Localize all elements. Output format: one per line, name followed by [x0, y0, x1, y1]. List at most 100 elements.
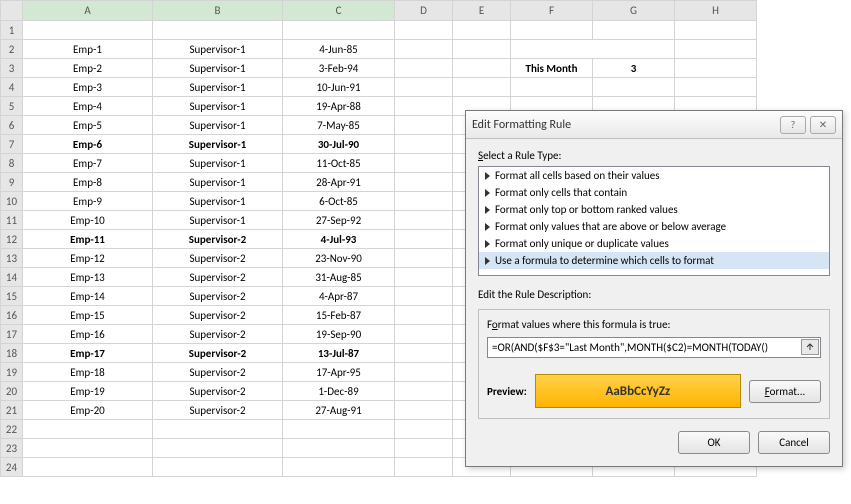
birthday-label-cell[interactable]: This Month	[511, 59, 593, 78]
row-header[interactable]: 11	[1, 211, 23, 230]
table-header-cell[interactable]: Supervisor Name	[153, 21, 283, 40]
cell[interactable]	[453, 40, 511, 59]
select-all-corner[interactable]	[1, 1, 23, 21]
row-header[interactable]: 13	[1, 249, 23, 268]
cell[interactable]: Emp-4	[23, 97, 153, 116]
cell[interactable]: Emp-13	[23, 268, 153, 287]
cell[interactable]	[395, 211, 453, 230]
cell[interactable]: Emp-9	[23, 192, 153, 211]
cell[interactable]: 4-Apr-87	[283, 287, 395, 306]
row-header[interactable]: 4	[1, 78, 23, 97]
cell[interactable]: 4-Jun-85	[283, 40, 395, 59]
row-header[interactable]: 19	[1, 363, 23, 382]
cell[interactable]	[395, 21, 453, 40]
cell[interactable]: Supervisor-2	[153, 249, 283, 268]
cell[interactable]: 31-Aug-85	[283, 268, 395, 287]
cell[interactable]	[395, 40, 453, 59]
cell[interactable]	[395, 78, 453, 97]
row-header[interactable]: 9	[1, 173, 23, 192]
cell[interactable]: Emp-5	[23, 116, 153, 135]
help-button[interactable]: ?	[780, 116, 806, 134]
row-header[interactable]: 23	[1, 439, 23, 458]
col-header-E[interactable]: E	[453, 1, 511, 21]
cell[interactable]	[453, 21, 511, 40]
col-header-A[interactable]: A	[23, 1, 153, 21]
cell[interactable]: Supervisor-2	[153, 287, 283, 306]
cell[interactable]	[395, 363, 453, 382]
cell[interactable]: Emp-18	[23, 363, 153, 382]
rule-type-item[interactable]: Format only values that are above or bel…	[479, 218, 829, 235]
cell[interactable]: 28-Apr-91	[283, 173, 395, 192]
cell[interactable]: Supervisor-1	[153, 135, 283, 154]
row-header[interactable]: 6	[1, 116, 23, 135]
cancel-button[interactable]: Cancel	[758, 431, 830, 454]
cell[interactable]: 10-Jun-91	[283, 78, 395, 97]
row-header[interactable]: 14	[1, 268, 23, 287]
cell[interactable]	[153, 439, 283, 458]
row-header[interactable]: 7	[1, 135, 23, 154]
cell[interactable]	[395, 458, 453, 477]
format-button[interactable]: Format...	[749, 380, 821, 403]
cell[interactable]	[395, 401, 453, 420]
cell[interactable]: Supervisor-2	[153, 306, 283, 325]
cell[interactable]: 7-May-85	[283, 116, 395, 135]
cell[interactable]: 11-Oct-85	[283, 154, 395, 173]
cell[interactable]: Emp-15	[23, 306, 153, 325]
row-header[interactable]: 20	[1, 382, 23, 401]
cell[interactable]: Emp-7	[23, 154, 153, 173]
row-header[interactable]: 15	[1, 287, 23, 306]
cell[interactable]: 13-Jul-87	[283, 344, 395, 363]
cell[interactable]: Supervisor-2	[153, 230, 283, 249]
row-header[interactable]: 10	[1, 192, 23, 211]
rule-type-item[interactable]: Format all cells based on their values	[479, 167, 829, 184]
col-header-F[interactable]: F	[511, 1, 593, 21]
cell[interactable]	[395, 306, 453, 325]
col-header-C[interactable]: C	[283, 1, 395, 21]
cell[interactable]: Emp-11	[23, 230, 153, 249]
cell[interactable]	[395, 192, 453, 211]
cell[interactable]: Supervisor-1	[153, 59, 283, 78]
cell[interactable]	[675, 78, 757, 97]
cell[interactable]	[395, 116, 453, 135]
cell[interactable]	[283, 458, 395, 477]
table-header-cell[interactable]: Date of Birth	[283, 21, 395, 40]
cell[interactable]: 3-Feb-94	[283, 59, 395, 78]
ok-button[interactable]: OK	[678, 431, 750, 454]
cell[interactable]	[153, 420, 283, 439]
row-header[interactable]: 8	[1, 154, 23, 173]
cell[interactable]: Supervisor-2	[153, 401, 283, 420]
cell[interactable]: 19-Sep-90	[283, 325, 395, 344]
cell[interactable]	[395, 59, 453, 78]
cell[interactable]	[511, 21, 593, 40]
cell[interactable]	[675, 40, 757, 59]
cell[interactable]	[395, 135, 453, 154]
cell[interactable]: Emp-20	[23, 401, 153, 420]
cell[interactable]: Emp-2	[23, 59, 153, 78]
cell[interactable]: Supervisor-2	[153, 363, 283, 382]
cell[interactable]: Supervisor-1	[153, 154, 283, 173]
dialog-titlebar[interactable]: Edit Formatting Rule ? ✕	[466, 111, 842, 139]
cell[interactable]	[395, 287, 453, 306]
cell[interactable]: 6-Oct-85	[283, 192, 395, 211]
cell[interactable]: 15-Feb-87	[283, 306, 395, 325]
cell[interactable]	[23, 439, 153, 458]
row-header[interactable]: 16	[1, 306, 23, 325]
cell[interactable]	[283, 439, 395, 458]
rule-type-item[interactable]: Format only top or bottom ranked values	[479, 201, 829, 218]
formula-input[interactable]	[487, 337, 821, 358]
cell[interactable]: Supervisor-1	[153, 97, 283, 116]
rule-type-item[interactable]: Use a formula to determine which cells t…	[479, 252, 829, 269]
cell[interactable]	[675, 59, 757, 78]
cell[interactable]	[511, 78, 593, 97]
cell[interactable]: Emp-17	[23, 344, 153, 363]
cell[interactable]: Supervisor-2	[153, 382, 283, 401]
cell[interactable]	[395, 154, 453, 173]
cell[interactable]: Supervisor-1	[153, 173, 283, 192]
cell[interactable]	[453, 59, 511, 78]
cell[interactable]: Emp-3	[23, 78, 153, 97]
cell[interactable]: Emp-16	[23, 325, 153, 344]
cell[interactable]: 4-Jul-93	[283, 230, 395, 249]
cell[interactable]	[395, 268, 453, 287]
cell[interactable]: Emp-12	[23, 249, 153, 268]
cell[interactable]	[395, 173, 453, 192]
